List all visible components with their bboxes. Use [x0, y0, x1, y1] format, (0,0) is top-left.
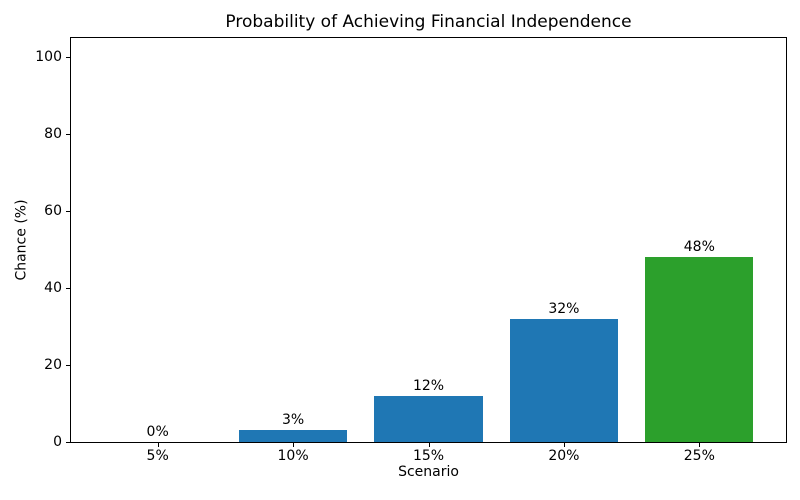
x-tick-mark	[157, 443, 159, 447]
x-tick-mark	[699, 443, 701, 447]
bar-value-label: 12%	[412, 377, 445, 394]
x-tick-label: 15%	[412, 448, 445, 464]
y-tick-mark	[66, 287, 70, 289]
bar-value-label: 0%	[146, 424, 169, 440]
y-tick-label: 100	[35, 48, 62, 65]
y-tick-mark	[66, 133, 70, 135]
y-tick-label: 40	[44, 279, 62, 296]
bar-10%	[238, 430, 348, 442]
y-tick-label: 60	[44, 202, 62, 219]
bar-value-label: 48%	[683, 239, 715, 256]
x-axis-label: Scenario	[398, 464, 459, 480]
x-tick-mark	[563, 443, 565, 447]
bar-value-label: 32%	[548, 300, 580, 317]
plot-area: 0% 3% 12% 32% 48%	[70, 37, 787, 443]
y-tick-label: 20	[44, 356, 62, 373]
bar-20%	[509, 318, 619, 442]
y-tick-mark	[66, 56, 70, 58]
x-tick-label: 10%	[277, 448, 309, 464]
bar-15%	[374, 395, 483, 442]
x-tick-mark	[293, 443, 295, 447]
bar-25%	[645, 257, 754, 442]
x-tick-mark	[428, 443, 430, 447]
x-tick-label: 20%	[548, 448, 580, 464]
x-tick-label: 5%	[146, 448, 169, 464]
y-tick-mark	[66, 441, 70, 443]
chart-title: Probability of Achieving Financial Indep…	[225, 12, 632, 32]
y-tick-label: 80	[44, 125, 62, 142]
x-tick-label: 25%	[683, 448, 715, 464]
y-tick-label: 0	[53, 433, 62, 450]
y-tick-mark	[66, 210, 70, 212]
bar-value-label: 3%	[281, 412, 305, 429]
y-tick-mark	[66, 364, 70, 366]
